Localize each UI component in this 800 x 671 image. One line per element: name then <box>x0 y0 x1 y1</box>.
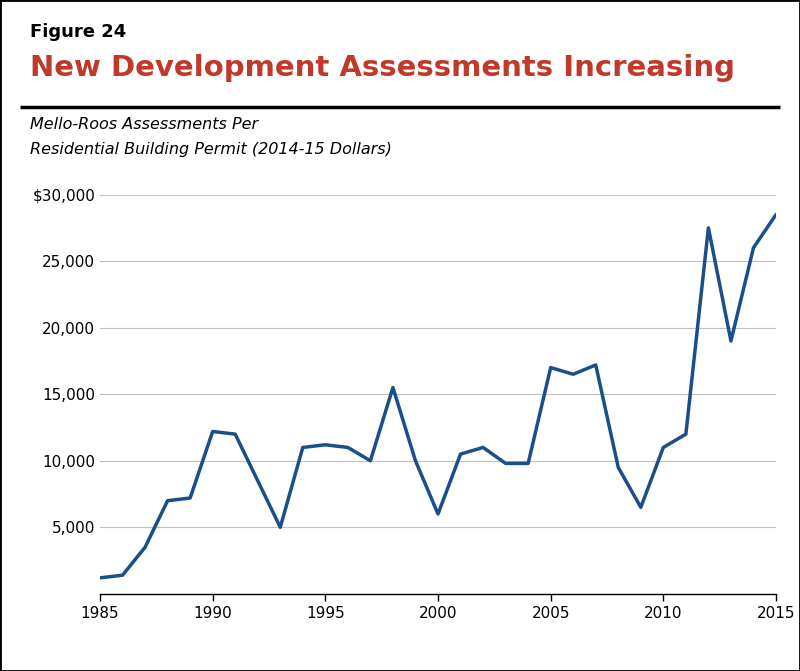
Text: Figure 24: Figure 24 <box>30 23 126 42</box>
Text: Mello-Roos Assessments Per: Mello-Roos Assessments Per <box>30 117 258 132</box>
Text: New Development Assessments Increasing: New Development Assessments Increasing <box>30 54 735 82</box>
Text: Residential Building Permit (2014-15 Dollars): Residential Building Permit (2014-15 Dol… <box>30 142 392 157</box>
